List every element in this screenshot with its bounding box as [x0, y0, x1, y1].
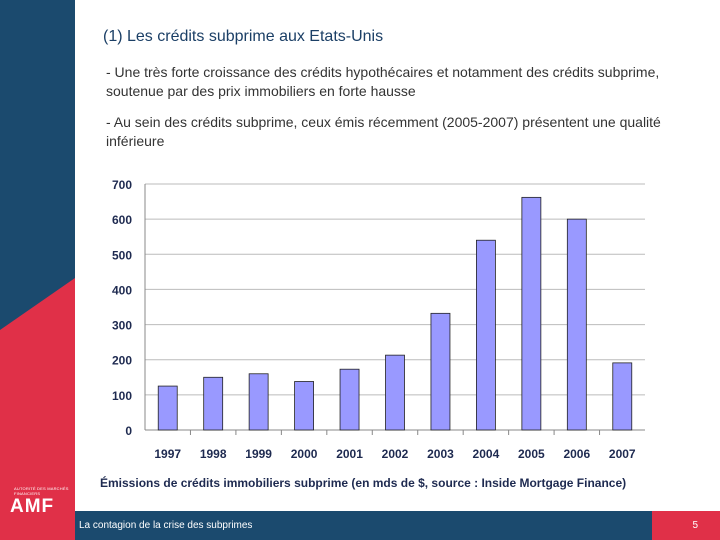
- x-tick-label: 2000: [291, 447, 318, 461]
- bullet-1: - Une très forte croissance des crédits …: [106, 64, 660, 99]
- y-tick-label: 200: [112, 354, 132, 368]
- bar-2005: [521, 196, 542, 431]
- page-number-box: 5: [652, 511, 720, 540]
- bar-2002: [385, 354, 405, 431]
- x-tick-label: 2007: [609, 447, 636, 461]
- y-tick-label: 0: [125, 424, 132, 438]
- bar-chart: 0 100 200 300 400 500 600 700 1997 1998 1999 2000 20…: [112, 178, 645, 461]
- x-tick-label: 2002: [382, 447, 409, 461]
- y-tick-label: 600: [112, 213, 132, 227]
- y-tick-label: 100: [112, 389, 132, 403]
- x-tick-label: 2005: [518, 447, 545, 461]
- bar-2001: [339, 368, 360, 431]
- x-tick-label: 2004: [473, 447, 500, 461]
- footer-text: La contagion de la crise des subprimes: [79, 520, 253, 531]
- bar-2000: [294, 381, 314, 431]
- y-tick-label: 300: [112, 319, 132, 333]
- x-tick-label: 2001: [336, 447, 363, 461]
- bar-1997: [157, 385, 178, 431]
- bullet-2: - Au sein des crédits subprime, ceux émi…: [106, 114, 661, 149]
- footer-bar: La contagion de la crise des subprimes: [75, 511, 652, 540]
- amf-logo: AMF: [10, 496, 55, 517]
- y-tick-label: 400: [112, 283, 132, 297]
- x-tick-label: 1997: [154, 447, 181, 461]
- x-tick-label: 1998: [200, 447, 227, 461]
- bar-2004: [476, 239, 496, 431]
- bar-2006: [566, 218, 587, 431]
- logo-subtitle: AUTORITÉ DES MARCHÉS FINANCIERS: [14, 486, 69, 496]
- slide-title: (1) Les crédits subprime aux Etats-Unis: [103, 28, 384, 45]
- bar-2007: [612, 362, 633, 431]
- bar-2003: [430, 312, 451, 431]
- y-tick-label: 700: [112, 178, 132, 192]
- chart-caption: Émissions de crédits immobiliers subprim…: [100, 476, 627, 490]
- bar-1999: [248, 373, 269, 431]
- y-tick-label: 500: [112, 248, 132, 262]
- x-tick-label: 2003: [427, 447, 454, 461]
- sidebar-band: AUTORITÉ DES MARCHÉS FINANCIERS AMF: [0, 0, 75, 540]
- page-number: 5: [692, 520, 698, 531]
- x-tick-label: 2006: [563, 447, 590, 461]
- x-tick-label: 1999: [245, 447, 272, 461]
- bar-1998: [203, 376, 224, 431]
- sidebar-red-shape: [0, 278, 75, 540]
